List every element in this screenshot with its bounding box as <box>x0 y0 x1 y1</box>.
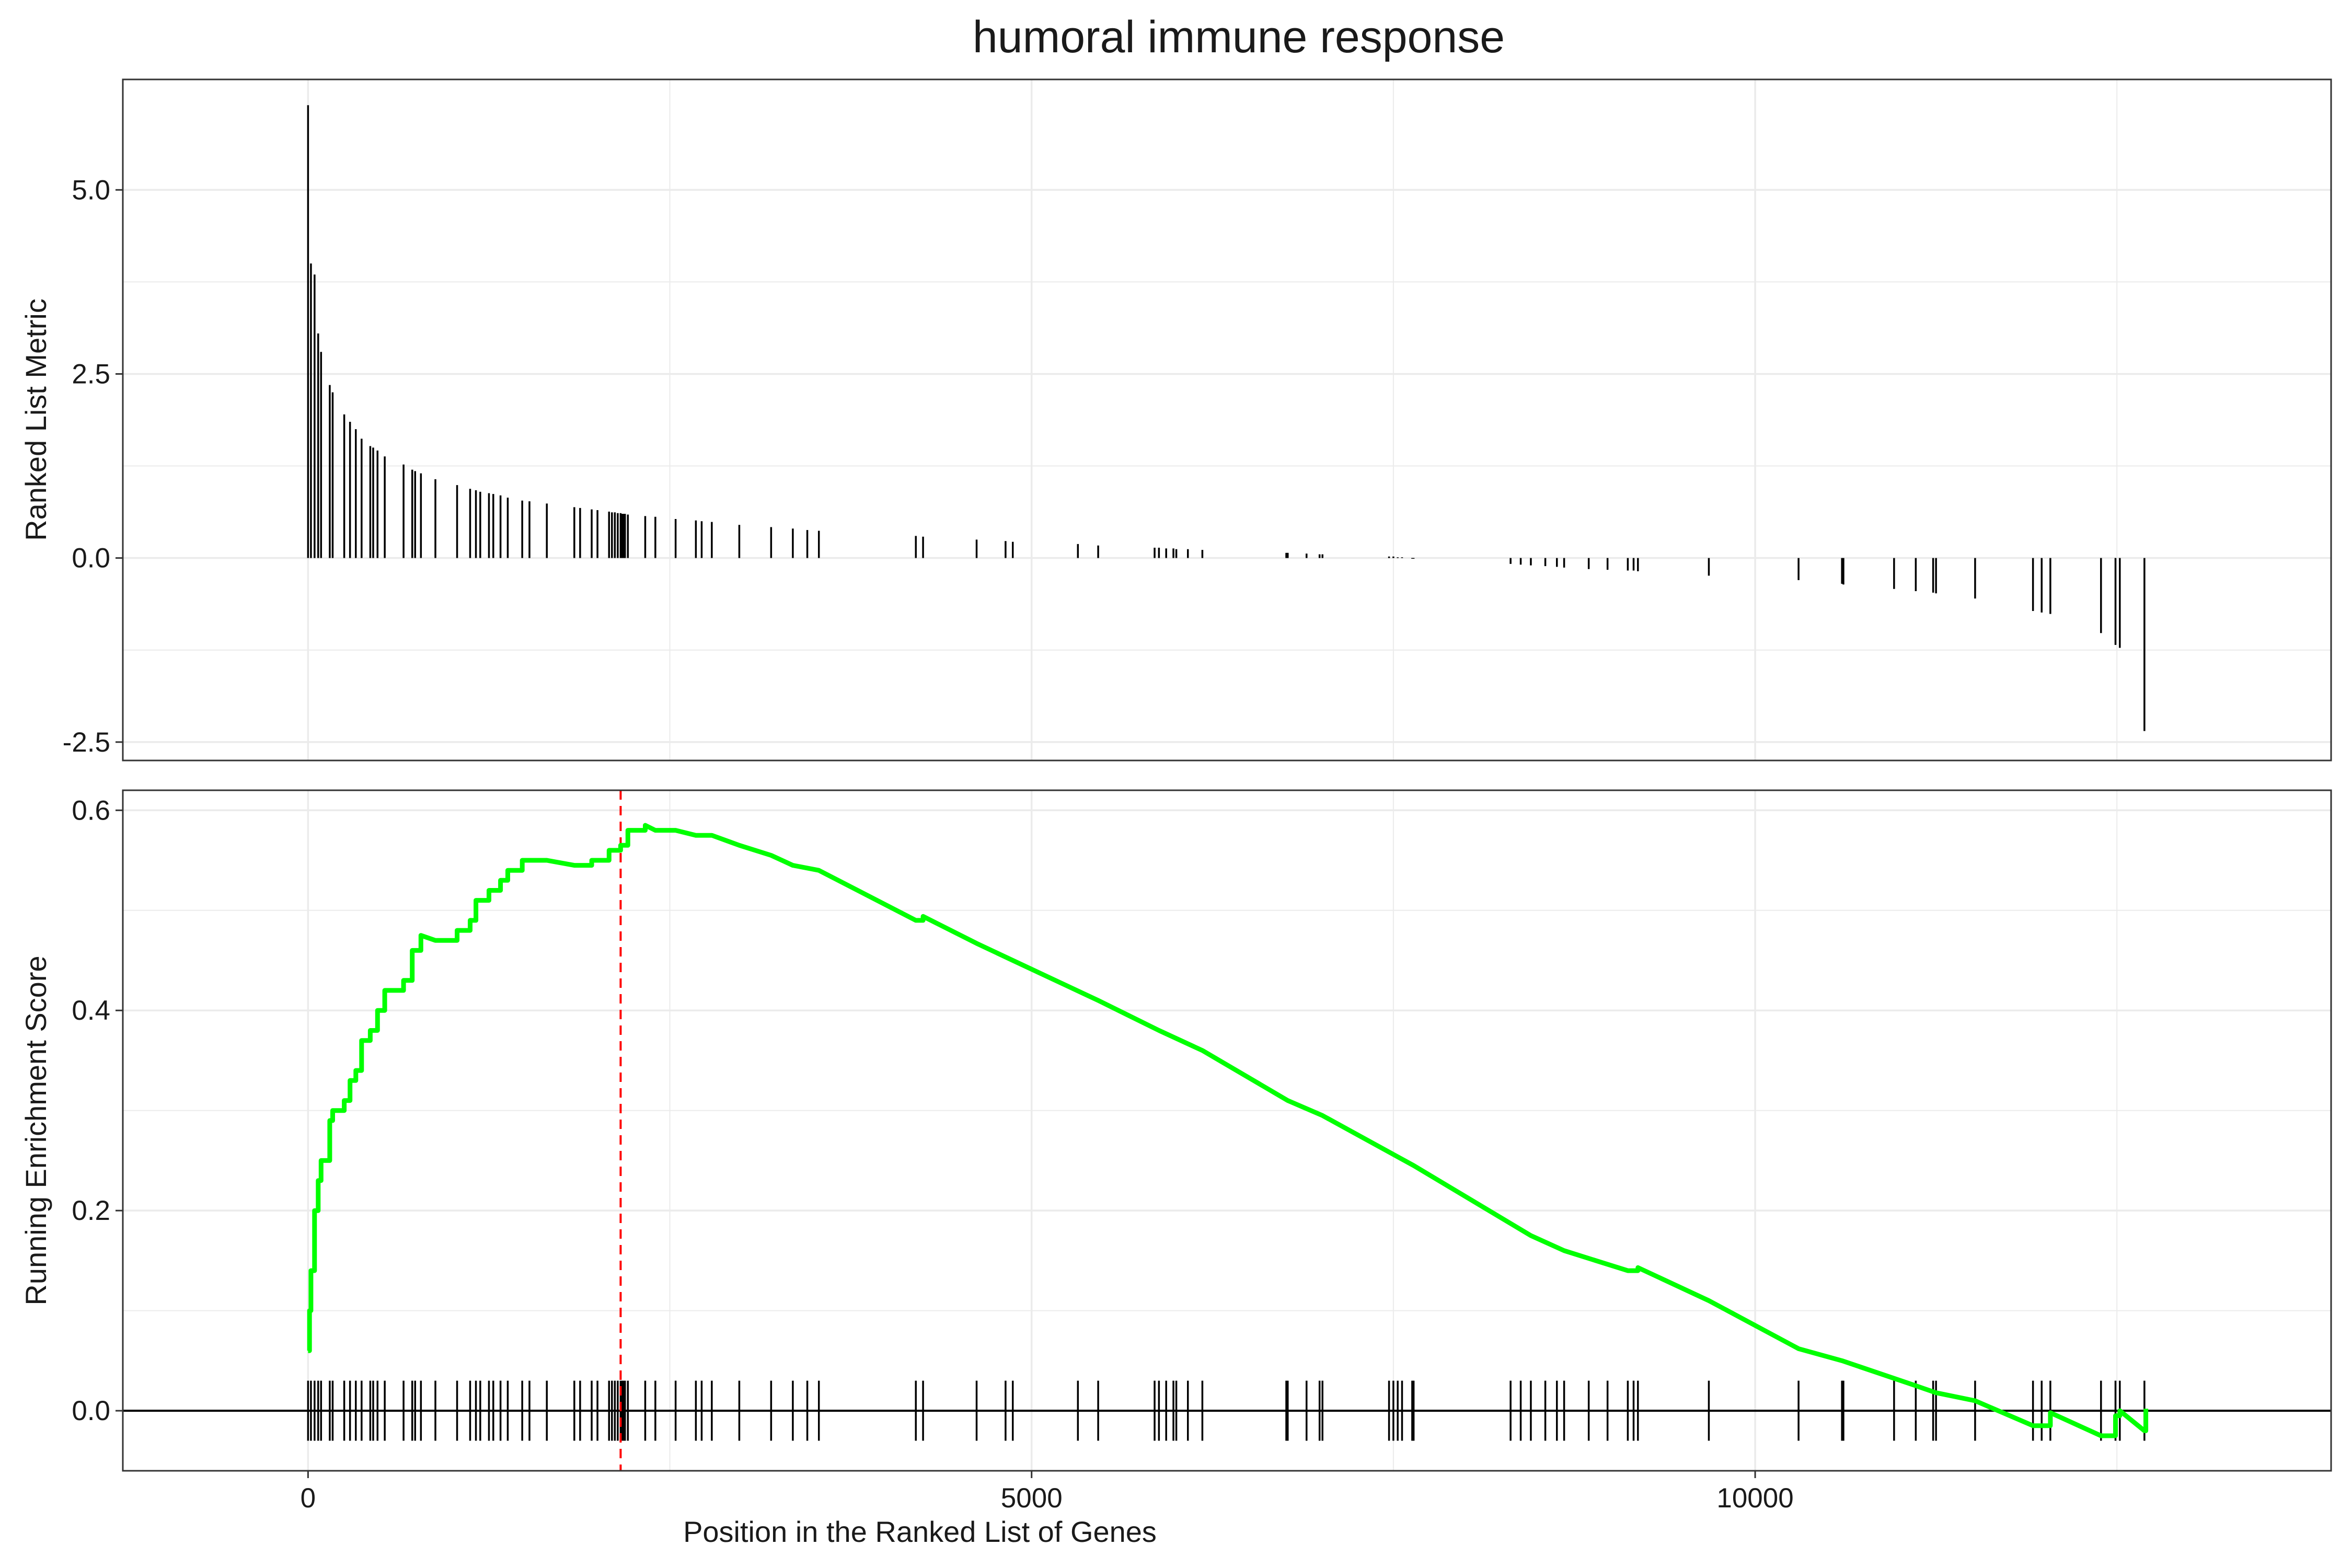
y-tick-label: 2.5 <box>72 359 110 389</box>
ranked-metric-panel: 5.0 2.5 0.0 -2.5 Ranked List Metric <box>19 78 2332 762</box>
ranked-metric-grid <box>123 79 2331 760</box>
y-tick-label: 0.0 <box>72 543 110 574</box>
chart-title: humoral immune response <box>973 12 1505 62</box>
ranked-metric-y-axis-label: Ranked List Metric <box>19 298 52 541</box>
y-tick-label: 0.0 <box>72 1396 110 1426</box>
running-es-y-axis-label: Running Enrichment Score <box>19 955 52 1305</box>
x-tick-label: 0 <box>301 1483 316 1514</box>
running-es-y-ticks: 0.6 0.4 0.2 0.0 <box>72 795 123 1426</box>
y-tick-label: 0.2 <box>72 1195 110 1226</box>
running-es-line <box>307 823 2149 1438</box>
running-es-plot-area <box>123 790 2331 1471</box>
y-tick-label: 0.6 <box>72 795 110 826</box>
x-tick-label: 10000 <box>1716 1483 1793 1514</box>
ranked-metric-panel-border <box>122 78 2332 762</box>
running-es-panel-border <box>122 789 2332 1472</box>
x-axis-label: Position in the Ranked List of Genes <box>683 1515 1157 1548</box>
x-ticks: 0 5000 10000 <box>301 1471 1794 1514</box>
y-tick-label: 0.4 <box>72 995 110 1026</box>
y-tick-label: -2.5 <box>63 727 110 758</box>
ranked-metric-bars <box>307 105 2146 731</box>
ranked-metric-plot-area <box>123 79 2331 760</box>
x-tick-label: 5000 <box>1001 1483 1063 1514</box>
ranked-metric-y-ticks: 5.0 2.5 0.0 -2.5 <box>63 175 123 758</box>
running-es-panel: 0.6 0.4 0.2 0.0 0 5000 10000 Running Enrichme… <box>19 789 2332 1548</box>
y-tick-label: 5.0 <box>72 175 110 205</box>
